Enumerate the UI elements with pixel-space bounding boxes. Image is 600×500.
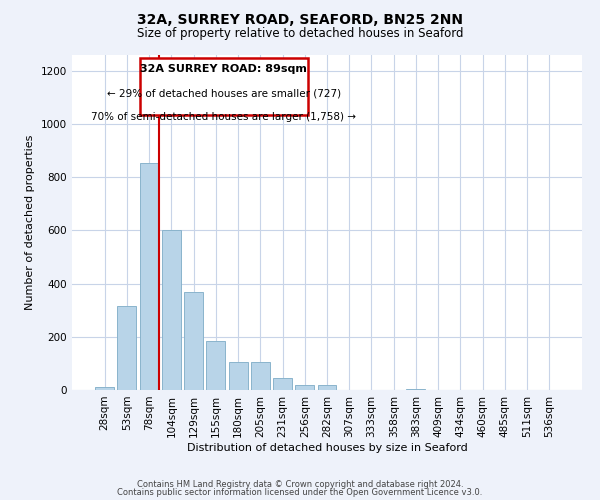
Bar (229, 362, 248, 390)
Text: Size of property relative to detached houses in Seaford: Size of property relative to detached ho… (137, 28, 463, 40)
Text: Contains public sector information licensed under the Open Government Licence v3: Contains public sector information licen… (118, 488, 482, 497)
Text: Contains HM Land Registry data © Crown copyright and database right 2024.: Contains HM Land Registry data © Crown c… (137, 480, 463, 489)
Bar (162, 230, 181, 390)
Bar (206, 341, 225, 390)
Bar (184, 292, 203, 390)
Text: ← 29% of detached houses are smaller (727): ← 29% of detached houses are smaller (72… (107, 88, 341, 98)
Bar (273, 378, 292, 390)
Bar (406, 388, 425, 390)
Bar (251, 362, 270, 390)
Bar (140, 58, 308, 115)
Bar (140, 162, 158, 390)
Y-axis label: Number of detached properties: Number of detached properties (25, 135, 35, 310)
Text: 32A, SURREY ROAD, SEAFORD, BN25 2NN: 32A, SURREY ROAD, SEAFORD, BN25 2NN (137, 12, 463, 26)
Text: 32A SURREY ROAD: 89sqm: 32A SURREY ROAD: 89sqm (140, 64, 307, 74)
X-axis label: Distribution of detached houses by size in Seaford: Distribution of detached houses by size … (187, 442, 467, 452)
Text: 70% of semi-detached houses are larger (1,758) →: 70% of semi-detached houses are larger (… (91, 112, 356, 122)
Bar (118, 306, 136, 390)
Bar (317, 384, 337, 390)
Bar (295, 384, 314, 390)
Bar (95, 388, 114, 390)
